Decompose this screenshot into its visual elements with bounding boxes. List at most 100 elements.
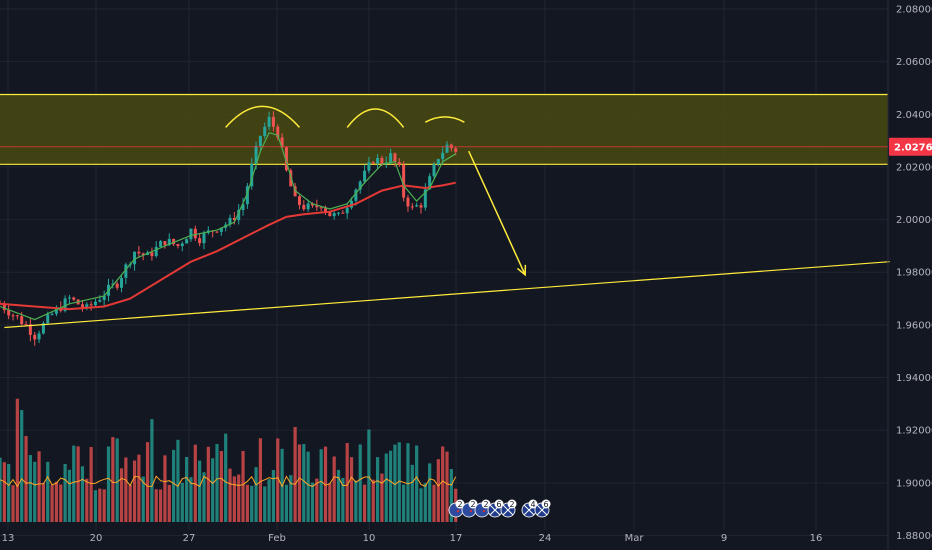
badge-count-bubble — [528, 499, 538, 509]
event-badge[interactable]: 2 — [474, 499, 491, 518]
volume-bar — [436, 459, 440, 522]
candle-body — [423, 189, 427, 208]
volume-bar — [54, 481, 59, 522]
candle-body — [410, 206, 414, 208]
volume-bar — [59, 484, 63, 522]
volume-bar — [24, 435, 28, 522]
volume-bar — [302, 444, 306, 522]
volume-ma-line — [0, 475, 457, 488]
candle-body — [7, 310, 11, 316]
time-axis[interactable]: 13 20 27 Feb 10 17 24 Mar 9 16 — [2, 533, 823, 544]
volume-bar — [289, 475, 293, 522]
candle-body — [111, 283, 115, 285]
projection-arrow-head[interactable] — [516, 264, 527, 277]
user-drawings[interactable] — [0, 105, 890, 329]
volume-bar — [254, 467, 258, 522]
candle-body — [310, 203, 314, 206]
arc-drawing[interactable] — [225, 105, 301, 128]
candle-body — [85, 304, 89, 308]
candle-body — [228, 217, 232, 225]
x-tick-label: Feb — [268, 533, 286, 544]
nz-star-icon — [469, 509, 473, 513]
volume-bar — [232, 476, 236, 522]
resistance-zone[interactable] — [0, 93, 888, 165]
volume-bar — [28, 455, 32, 522]
volume-bar — [362, 484, 367, 522]
candle-body — [428, 176, 432, 190]
candle-body — [237, 209, 241, 221]
candle-body — [245, 186, 249, 205]
y-tick-label: 2.06000 — [896, 57, 932, 68]
candle-body — [133, 251, 137, 265]
trendline[interactable] — [4, 261, 890, 329]
volume-bar — [189, 477, 193, 522]
event-badge[interactable]: 6 — [534, 499, 551, 518]
candle-body — [167, 238, 171, 246]
badge-count-bubble — [494, 499, 504, 509]
volume-bar — [11, 485, 15, 522]
current-price-tag: 2.02765 — [889, 137, 932, 156]
candle-body — [41, 323, 45, 334]
badge-count-bubble — [507, 499, 517, 509]
volume-bar — [180, 482, 184, 522]
candle-body — [371, 162, 375, 164]
volume-bar — [41, 483, 45, 522]
candle-body — [358, 181, 362, 190]
volume-bar — [137, 454, 141, 522]
volume-bar — [358, 444, 362, 522]
volume-bar — [154, 489, 158, 522]
volume-bar — [89, 446, 93, 522]
candle-body — [254, 145, 258, 164]
volume-bar — [393, 444, 397, 522]
candle-body — [432, 164, 436, 177]
arc-drawing[interactable] — [424, 116, 465, 123]
volume-bar — [102, 489, 106, 522]
volume-bar — [20, 410, 24, 522]
x-tick-label: 13 — [2, 533, 15, 544]
event-badge[interactable]: 2 — [500, 499, 517, 518]
candle-body — [28, 324, 32, 335]
volume-bar — [98, 488, 102, 522]
volume-bar — [132, 460, 137, 522]
volume-bar — [224, 433, 228, 522]
nz-star-icon — [456, 509, 460, 513]
volume-bar — [76, 446, 80, 522]
candle-body — [363, 170, 367, 182]
event-badge[interactable]: 6 — [487, 499, 504, 518]
projection-arrow-line[interactable] — [468, 150, 526, 276]
volume-bar — [72, 445, 76, 522]
volume-bar — [80, 466, 85, 522]
volume-bar — [284, 484, 289, 522]
candle-body — [89, 304, 93, 306]
badge-count-bubble — [541, 499, 551, 509]
volume-bar — [158, 489, 163, 522]
candle-body — [289, 170, 293, 187]
volume-bar — [415, 445, 419, 522]
candle-body — [419, 205, 423, 208]
event-badge[interactable]: 4 — [521, 499, 538, 518]
volume-bar — [354, 480, 358, 522]
volume-bar — [198, 460, 202, 522]
volume-bar — [332, 456, 336, 522]
candle-body — [202, 232, 206, 244]
y-tick-label: 1.88000 — [896, 531, 932, 542]
candle-body — [33, 334, 37, 340]
candle-body — [324, 208, 327, 212]
candle-body — [341, 212, 345, 214]
volume-bar — [141, 476, 145, 522]
price-axis[interactable]: 2.08000 2.06000 2.04000 2.02000 2.00000 1.980… — [896, 4, 932, 542]
candle-body — [263, 126, 267, 136]
candle-body — [102, 295, 106, 301]
badge-count-bubble — [455, 499, 465, 509]
candle-body — [50, 313, 54, 315]
badge-count: 2 — [483, 500, 488, 509]
candle-body — [159, 241, 163, 247]
volume-bar — [176, 439, 180, 522]
arc-drawing[interactable] — [346, 108, 405, 128]
y-tick-label: 2.04000 — [896, 110, 932, 121]
candle-body — [219, 227, 223, 232]
volume-bar — [367, 429, 371, 522]
candle-body — [406, 197, 410, 207]
